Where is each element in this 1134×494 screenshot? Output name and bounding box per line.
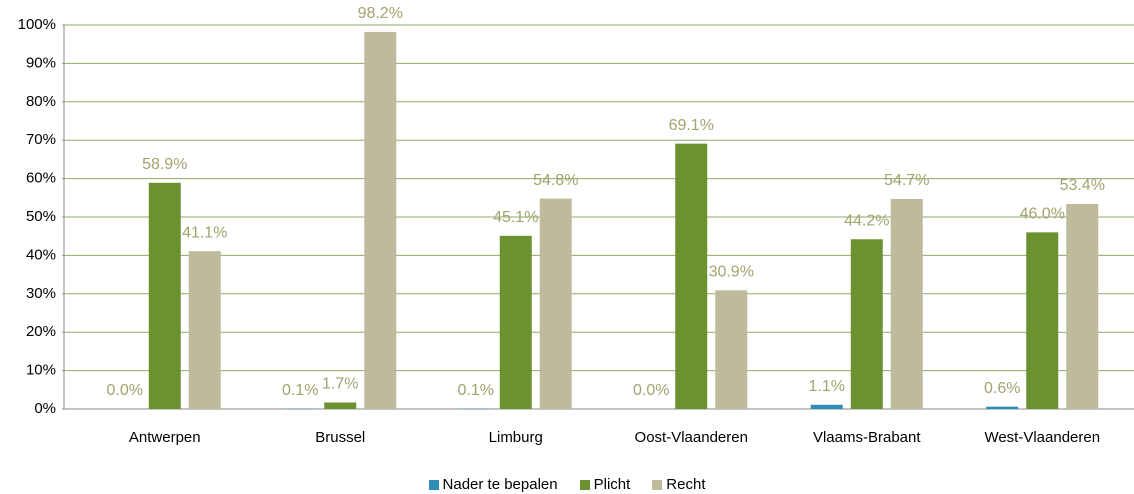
bar [364, 31, 397, 410]
bar [675, 143, 708, 409]
y-tick-label: 30% [26, 285, 56, 302]
legend-item: Plicht [579, 476, 631, 493]
bar [850, 239, 883, 409]
legend-label: Nader te bepalen [442, 476, 558, 493]
legend-swatch [579, 479, 590, 490]
data-label: 1.7% [322, 376, 358, 393]
data-label: 69.1% [669, 117, 714, 134]
bar [715, 290, 748, 409]
y-tick-label: 80% [26, 93, 56, 110]
data-label: 0.0% [107, 382, 143, 399]
y-tick-label: 20% [26, 323, 56, 340]
data-label: 0.0% [633, 382, 669, 399]
data-label: 0.1% [282, 382, 318, 399]
y-tick-label: 70% [26, 131, 56, 148]
bar [810, 404, 843, 409]
data-label: 46.0% [1020, 206, 1065, 223]
y-tick-label: 0% [34, 400, 56, 417]
data-label: 0.1% [458, 382, 494, 399]
legend-swatch [652, 479, 663, 490]
y-tick-label: 90% [26, 54, 56, 71]
y-tick-label: 50% [26, 208, 56, 225]
data-label: 45.1% [493, 209, 538, 226]
bar [499, 235, 532, 409]
legend: Nader te bepalen Plicht Recht [0, 476, 1134, 493]
x-tick-label: Oost-Vlaanderen [635, 429, 748, 446]
y-tick-label: 60% [26, 170, 56, 187]
x-tick-label: Limburg [489, 429, 543, 446]
legend-item: Recht [652, 476, 705, 493]
bar [1066, 203, 1099, 409]
bar [539, 198, 572, 409]
legend-item: Nader te bepalen [428, 476, 558, 493]
data-label: 53.4% [1060, 177, 1105, 194]
data-label: 54.8% [533, 172, 578, 189]
x-tick-label: West-Vlaanderen [984, 429, 1100, 446]
chart: 0% 10% 20% 30% 40% 50% 60% 70% 80% 90% 100% Antwerp… [18, 5, 1134, 446]
y-tick-label: 40% [26, 246, 56, 263]
x-tick-label: Antwerpen [129, 429, 201, 446]
data-label: 98.2% [358, 5, 403, 22]
y-tick-label: 100% [18, 16, 56, 33]
bar [148, 182, 181, 409]
data-label: 54.7% [884, 172, 929, 189]
data-label: 30.9% [709, 264, 754, 281]
data-label: 0.6% [984, 380, 1020, 397]
y-tick-label: 10% [26, 362, 56, 379]
bar [986, 406, 1019, 409]
bar [890, 198, 923, 409]
bar [188, 251, 221, 409]
x-tick-label: Vlaams-Brabant [813, 429, 921, 446]
data-label: 58.9% [142, 156, 187, 173]
data-label: 1.1% [809, 378, 845, 395]
bar [324, 402, 357, 409]
legend-label: Plicht [593, 476, 631, 493]
legend-label: Recht [666, 476, 706, 493]
x-tick-label: Brussel [315, 429, 365, 446]
bar [1026, 232, 1059, 409]
data-label: 44.2% [844, 212, 889, 229]
data-label: 41.1% [182, 224, 227, 241]
legend-swatch [428, 479, 439, 490]
